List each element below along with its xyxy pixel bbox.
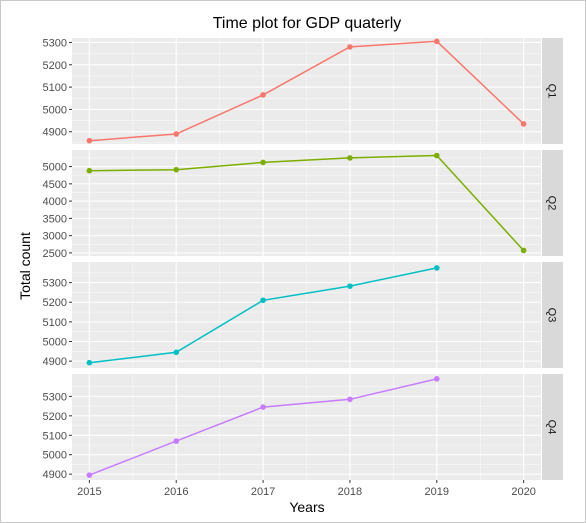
y-axis-title: Total count — [17, 232, 33, 300]
data-point — [86, 137, 93, 144]
x-tick-label: 2015 — [77, 486, 101, 498]
x-tick-label: 2019 — [425, 486, 449, 498]
data-point — [86, 472, 93, 478]
data-point — [173, 166, 180, 173]
x-axis-title: Years — [289, 499, 324, 515]
y-tick-label: 4000 — [43, 196, 67, 208]
data-point — [347, 155, 353, 161]
y-tick-label: 5100 — [43, 82, 67, 94]
x-tick-label: 2016 — [164, 486, 188, 498]
data-point — [173, 131, 180, 137]
data-point — [433, 376, 440, 382]
data-point — [86, 167, 93, 174]
data-point — [173, 349, 180, 356]
y-tick-label: 5000 — [43, 104, 67, 116]
y-tick-label: 5000 — [43, 450, 67, 462]
y-tick-label: 5000 — [43, 162, 67, 174]
panel-q1: 4900 5000 5100 5200 5300 Q1 — [43, 37, 563, 144]
facet-strip — [542, 262, 563, 368]
series-line-q2 — [89, 154, 525, 252]
facet-strip-label: Q2 — [546, 196, 558, 211]
facet-strip-label: Q3 — [546, 308, 558, 323]
data-point — [433, 265, 440, 271]
x-tick-label: 2020 — [511, 486, 535, 498]
y-tick-label: 2500 — [43, 248, 67, 260]
data-point — [433, 38, 440, 45]
y-tick-label: 4500 — [43, 179, 67, 191]
panel-q2: 2500 3000 3500 4000 4500 5000 Q2 — [43, 150, 563, 260]
y-tick-label: 3000 — [43, 231, 67, 243]
y-tick-label: 5100 — [43, 317, 67, 329]
data-point — [347, 44, 353, 50]
data-point — [433, 152, 440, 159]
facet-strip — [542, 374, 563, 480]
facet-strip — [542, 38, 563, 144]
y-tick-label: 5200 — [43, 411, 67, 423]
y-tick-label: 4900 — [43, 127, 67, 139]
x-tick-label: 2018 — [338, 486, 362, 498]
data-point — [86, 359, 93, 366]
y-tick-label: 4900 — [43, 356, 67, 368]
facet-strip-label: Q4 — [546, 420, 558, 435]
x-axis: 2015 2016 2017 2018 2019 2020 — [77, 480, 536, 498]
data-point — [260, 92, 266, 98]
panels: 4900 5000 5100 5200 5300 Q1 2500 3000 3500 4000 45… — [43, 37, 563, 481]
data-point — [260, 404, 266, 410]
y-tick-label: 5100 — [43, 430, 67, 442]
y-tick-label: 5300 — [43, 37, 67, 49]
data-point — [260, 297, 266, 304]
data-point — [173, 438, 180, 444]
y-tick-label: 4900 — [43, 469, 67, 481]
y-tick-label: 5200 — [43, 297, 67, 309]
facet-strip — [542, 150, 563, 256]
y-tick-label: 5300 — [43, 278, 67, 290]
y-tick-label: 5300 — [43, 391, 67, 403]
data-point — [260, 159, 266, 166]
series-line-q1 — [89, 40, 525, 142]
y-tick-label: 3500 — [43, 213, 67, 225]
chart-title: Time plot for GDP quaterly — [213, 15, 402, 32]
panel-q3: 4900 5000 5100 5200 5300 Q3 — [43, 262, 563, 368]
y-tick-label: 5200 — [43, 60, 67, 72]
data-point — [347, 396, 353, 403]
data-point — [520, 247, 527, 254]
panel-q4: 4900 5000 5100 5200 5300 Q4 — [43, 374, 563, 481]
data-point — [520, 121, 527, 127]
facet-strip-label: Q1 — [546, 84, 558, 99]
y-tick-label: 5000 — [43, 337, 67, 349]
data-point — [347, 283, 353, 289]
x-tick-label: 2017 — [251, 486, 275, 498]
